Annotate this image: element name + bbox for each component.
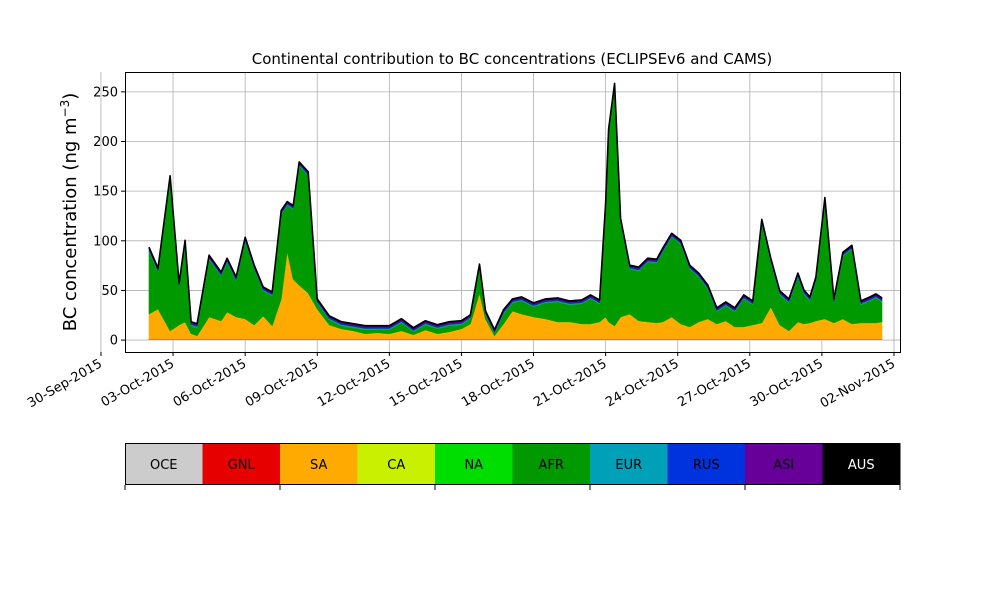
legend-frame bbox=[125, 443, 900, 485]
legend-swatch-rus bbox=[667, 443, 746, 485]
x-tick-label: 09-Oct-2015 bbox=[243, 356, 321, 410]
y-axis-label-main: BC concentration (ng m bbox=[60, 117, 81, 331]
legend-label-na: NA bbox=[464, 458, 483, 473]
legend-label-eur: EUR bbox=[615, 458, 642, 473]
legend-label-asi: ASI bbox=[773, 458, 794, 473]
legend-label-sa: SA bbox=[310, 458, 327, 473]
x-axis: 30-Sep-201503-Oct-201506-Oct-201509-Oct-… bbox=[25, 352, 898, 411]
plot-frame bbox=[125, 72, 901, 353]
x-tick-label: 30-Oct-2015 bbox=[748, 356, 826, 410]
x-tick-label: 12-Oct-2015 bbox=[315, 356, 393, 410]
y-tick-label: 200 bbox=[93, 135, 118, 150]
legend-label-aus: AUS bbox=[848, 458, 875, 473]
legend-swatch-eur bbox=[590, 443, 668, 485]
x-tick-label: 30-Sep-2015 bbox=[25, 356, 105, 411]
legend-swatch-aus bbox=[822, 443, 901, 485]
y-tick-label: 100 bbox=[93, 234, 118, 249]
x-tick-label: 24-Oct-2015 bbox=[603, 356, 681, 410]
x-tick-label: 15-Oct-2015 bbox=[387, 356, 465, 410]
legend-swatch-na bbox=[435, 443, 513, 485]
legend-label-oce: OCE bbox=[150, 458, 178, 473]
x-tick-label: 18-Oct-2015 bbox=[459, 356, 537, 410]
legend-swatch-afr bbox=[512, 443, 591, 485]
x-tick-label: 21-Oct-2015 bbox=[531, 356, 609, 410]
y-tick-label: 250 bbox=[93, 85, 118, 100]
y-axis-label-exponent: −3 bbox=[58, 100, 72, 118]
y-axis-label: BC concentration (ng m−3) bbox=[58, 93, 81, 332]
legend-swatch-asi bbox=[745, 443, 823, 485]
x-tick-label: 03-Oct-2015 bbox=[99, 356, 177, 410]
y-axis-label-close: ) bbox=[60, 93, 81, 100]
legend-label-gnl: GNL bbox=[228, 458, 256, 473]
stacked-areas bbox=[148, 82, 883, 341]
y-tick-label: 50 bbox=[101, 284, 118, 299]
legend-colorbar: OCE GNL SA CA NA AFR EUR RUS ASI AUS bbox=[124, 443, 901, 490]
x-tick-label: 02-Nov-2015 bbox=[818, 356, 898, 411]
x-tick-label: 06-Oct-2015 bbox=[171, 356, 249, 410]
y-tick-label: 0 bbox=[110, 334, 118, 349]
legend-swatch-oce bbox=[125, 443, 203, 485]
legend-label-ca: CA bbox=[387, 458, 405, 473]
x-tick-label: 27-Oct-2015 bbox=[675, 356, 753, 410]
legend-label-rus: RUS bbox=[693, 458, 720, 473]
legend-swatch-gnl bbox=[202, 443, 281, 485]
legend-swatch-ca bbox=[357, 443, 436, 485]
total-outline bbox=[148, 82, 883, 331]
y-axis: 0 50 100 150 200 250 bbox=[93, 85, 125, 349]
y-tick-label: 150 bbox=[93, 185, 118, 200]
legend-label-afr: AFR bbox=[539, 458, 564, 473]
chart-title: Continental contribution to BC concentra… bbox=[252, 50, 773, 68]
legend-swatch-sa bbox=[280, 443, 358, 485]
